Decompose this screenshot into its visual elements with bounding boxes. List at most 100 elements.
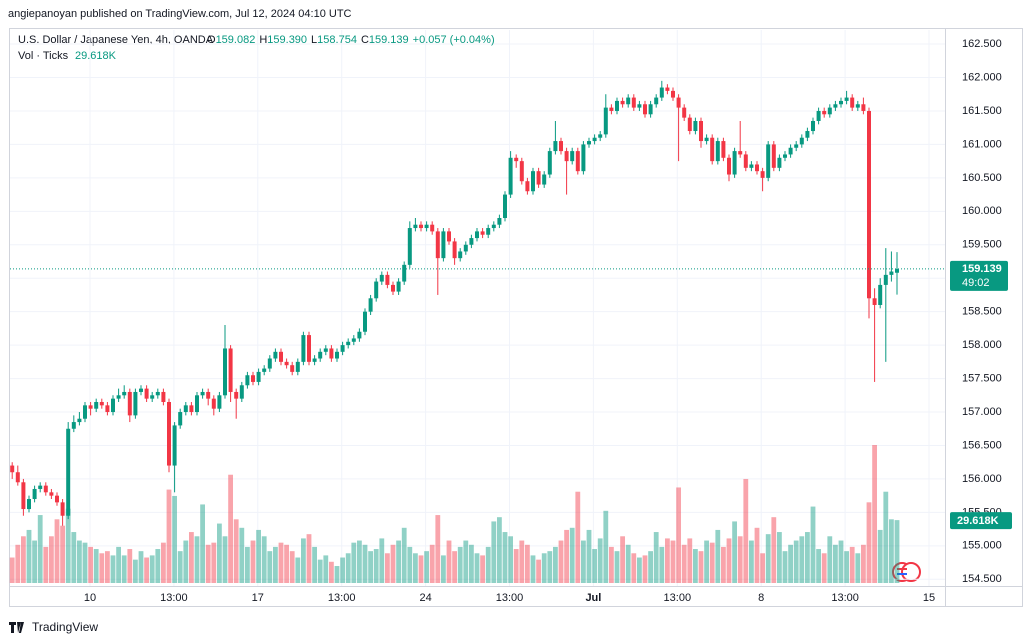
candle-body <box>217 395 222 409</box>
volume-bar <box>597 538 603 583</box>
candle-body <box>878 284 883 305</box>
volume-bar <box>469 544 474 583</box>
volume-bar <box>715 529 721 583</box>
x-tick-label: 13:00 <box>160 592 188 604</box>
volume-bar <box>407 546 413 583</box>
candle-body <box>413 224 418 229</box>
candle-body <box>312 358 317 362</box>
candle-body <box>66 428 71 516</box>
candle-body <box>234 391 239 399</box>
candle-body <box>139 388 143 392</box>
volume-bar <box>155 549 161 583</box>
candle-body <box>200 391 205 396</box>
volume-bar <box>586 529 592 583</box>
candle-body <box>273 351 278 359</box>
candle-body <box>150 395 155 399</box>
volume-bar <box>827 536 833 583</box>
candle-body <box>441 231 446 259</box>
volume-bar <box>676 487 681 583</box>
volume-bar <box>43 546 49 583</box>
candle-body <box>402 264 407 282</box>
candle-body <box>665 87 670 91</box>
candle-body <box>279 351 283 362</box>
candle-body <box>183 405 188 413</box>
volume-bar <box>861 544 866 583</box>
volume-bar <box>183 540 189 583</box>
candle-body <box>727 157 731 175</box>
volume-bar <box>799 536 805 583</box>
candle-body <box>155 391 160 396</box>
volume-bar <box>485 546 491 583</box>
candle-body <box>133 391 138 416</box>
volume-bar <box>530 555 536 583</box>
candle-body <box>10 465 15 473</box>
candle-body <box>435 231 440 259</box>
volume-bar <box>189 532 194 583</box>
volume-bar <box>894 520 900 583</box>
candle-body <box>531 171 535 192</box>
volume-bar <box>138 551 144 583</box>
volume-bar <box>228 474 233 583</box>
y-tick-label: 161.500 <box>962 105 1002 117</box>
candle-body <box>654 97 659 105</box>
footer-brand: TradingView <box>32 620 98 634</box>
candle-body <box>592 137 597 142</box>
candle-body <box>861 104 866 111</box>
candle-body <box>452 241 457 259</box>
candle-body <box>771 144 776 168</box>
candle-body <box>699 120 703 142</box>
volume-bar <box>194 536 200 583</box>
candle-body <box>206 391 211 399</box>
volume-bar <box>575 491 581 583</box>
legend-key: O <box>207 34 216 46</box>
candle-body <box>239 385 244 399</box>
candle-body <box>766 144 771 178</box>
volume-bar <box>233 519 239 583</box>
candle-body <box>732 151 737 175</box>
volume-bar <box>217 523 222 583</box>
candle-body <box>626 97 631 105</box>
candle-body <box>262 368 267 372</box>
volume-bar <box>558 540 564 583</box>
candle-body <box>105 405 110 413</box>
volume-bar <box>60 525 65 583</box>
volume-last: 29.618K <box>75 50 117 62</box>
candle-body <box>783 154 787 158</box>
candle-body <box>368 298 373 312</box>
volume-bar <box>844 551 849 583</box>
volume-bar <box>15 544 21 583</box>
candle-body <box>721 141 726 158</box>
candle-body <box>178 412 183 426</box>
candle-body <box>245 375 250 386</box>
volume-bar <box>536 559 541 583</box>
volume-bar <box>401 527 407 583</box>
candle-body <box>648 104 653 115</box>
volume-bar <box>239 527 245 583</box>
candle-body <box>598 134 603 138</box>
volume-bar <box>810 506 816 583</box>
volume-bar <box>474 553 480 583</box>
candle-body <box>116 395 121 399</box>
volume-bar <box>877 529 883 583</box>
volume-bar <box>172 495 177 583</box>
volume-bar <box>121 555 127 583</box>
volume-bar <box>788 544 793 583</box>
legend-change: +0.057 (+0.04%) <box>413 34 495 46</box>
volume-bar <box>200 504 205 583</box>
candle-body <box>676 97 681 108</box>
volume-bar <box>631 553 637 583</box>
candle-body <box>430 224 435 232</box>
volume-bar <box>116 546 121 583</box>
legend-value: 159.082 <box>216 34 256 46</box>
x-tick-label: 13:00 <box>664 592 692 604</box>
grid <box>10 30 945 586</box>
volume-bar <box>65 508 71 583</box>
volume-bar <box>105 551 110 583</box>
volume-bar <box>351 542 357 583</box>
candle-body <box>738 151 743 155</box>
volume-bar <box>329 561 334 583</box>
candle-body <box>710 137 715 162</box>
volume-bar <box>704 540 709 583</box>
candle-body <box>883 274 888 285</box>
volume-bar <box>396 540 401 583</box>
